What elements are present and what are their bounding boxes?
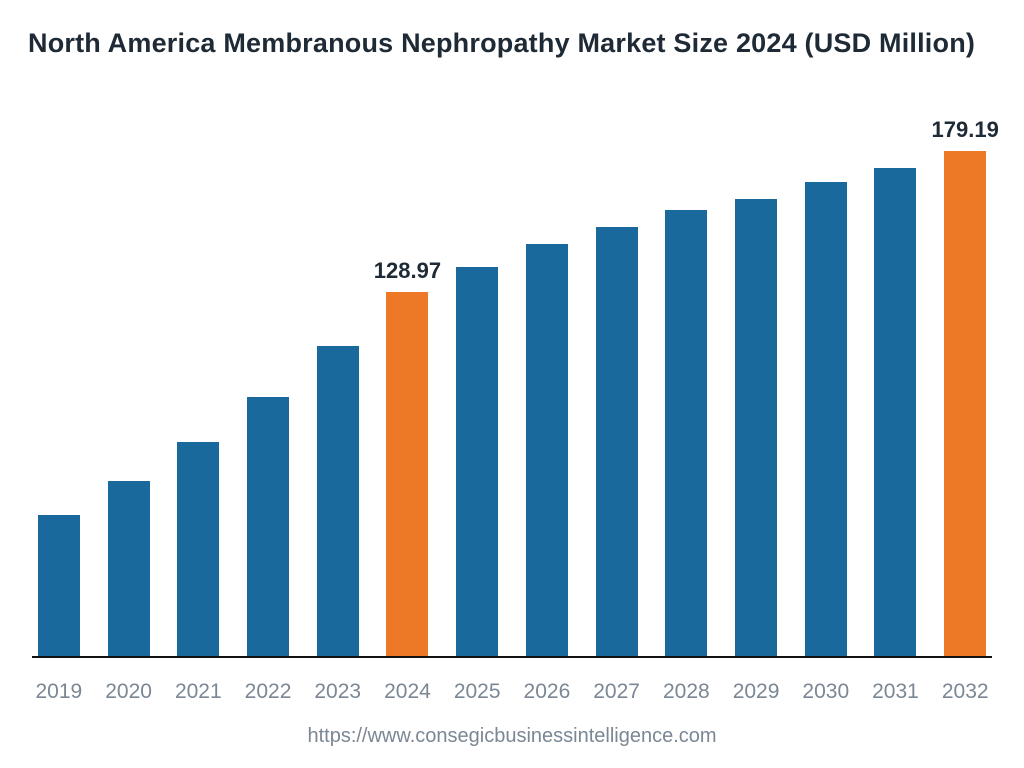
bar-slot: 128.97 <box>383 292 433 656</box>
x-axis-tick-label: 2019 <box>34 680 84 704</box>
bar-slot <box>104 481 154 656</box>
bar-value-label: 128.97 <box>374 258 441 284</box>
bar <box>317 346 359 656</box>
bar <box>735 199 777 656</box>
bar-slot <box>801 182 851 656</box>
bar-slot <box>313 346 363 656</box>
bar-highlight <box>944 151 986 656</box>
bar <box>874 168 916 656</box>
bar-slot <box>452 267 502 656</box>
bar-value-label: 179.19 <box>932 117 999 143</box>
bar-slot <box>731 199 781 656</box>
source-attribution: https://www.consegicbusinessintelligence… <box>0 725 1024 748</box>
x-axis-tick-label: 2027 <box>592 680 642 704</box>
bar <box>247 397 289 656</box>
chart-container: North America Membranous Nephropathy Mar… <box>0 0 1024 768</box>
bar-slot <box>592 227 642 656</box>
x-axis-tick-label: 2030 <box>801 680 851 704</box>
chart-title: North America Membranous Nephropathy Mar… <box>0 28 1024 59</box>
x-axis-tick-label: 2022 <box>243 680 293 704</box>
x-axis-tick-label: 2032 <box>940 680 990 704</box>
x-axis-labels: 2019 2020 2021 2022 2023 2024 2025 2026 2027 2028… <box>32 680 992 704</box>
plot-area: 128.97 179.19 <box>32 108 992 658</box>
bar <box>456 267 498 656</box>
bar-slot <box>34 515 84 656</box>
bar <box>526 244 568 656</box>
bar-slot <box>871 168 921 656</box>
bar <box>108 481 150 656</box>
bar <box>38 515 80 656</box>
x-axis-tick-label: 2025 <box>452 680 502 704</box>
bar-slot: 179.19 <box>940 151 990 656</box>
bar-slot <box>522 244 572 656</box>
x-axis-tick-label: 2024 <box>383 680 433 704</box>
bar-slot <box>173 442 223 656</box>
bar-highlight <box>386 292 428 656</box>
bar <box>177 442 219 656</box>
bar-slot <box>243 397 293 656</box>
x-axis-tick-label: 2020 <box>104 680 154 704</box>
x-axis-tick-label: 2031 <box>871 680 921 704</box>
x-axis-tick-label: 2023 <box>313 680 363 704</box>
bar <box>805 182 847 656</box>
bar <box>665 210 707 656</box>
x-axis-tick-label: 2021 <box>173 680 223 704</box>
x-axis-tick-label: 2028 <box>661 680 711 704</box>
bar-slot <box>661 210 711 656</box>
x-axis-tick-label: 2026 <box>522 680 572 704</box>
bar <box>596 227 638 656</box>
x-axis-tick-label: 2029 <box>731 680 781 704</box>
